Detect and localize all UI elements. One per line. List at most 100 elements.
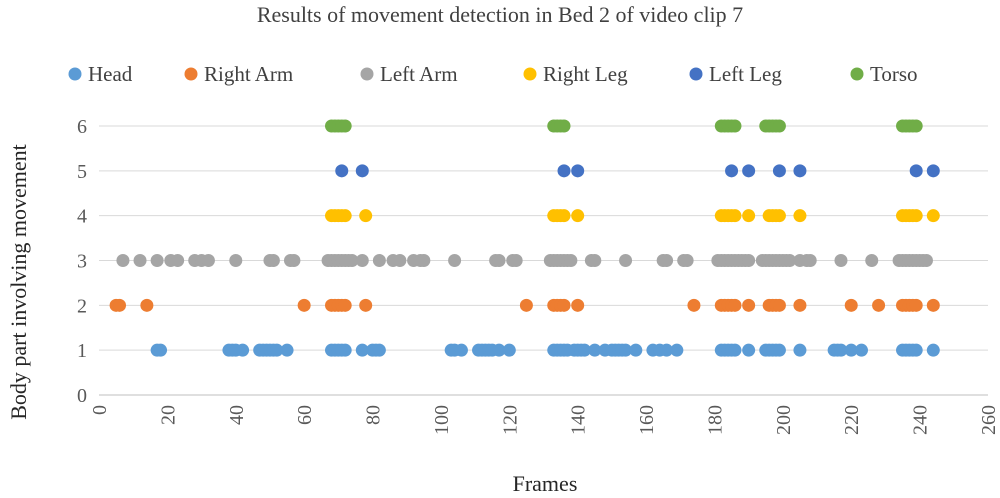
data-point [865,254,879,267]
data-point [742,343,756,357]
x-tick-label: 160 [636,405,658,435]
y-tick-label: 3 [77,251,87,273]
data-point [355,343,369,357]
legend-label: Left Leg [709,62,782,86]
data-point [571,298,585,312]
legend-label: Left Arm [380,62,458,86]
data-point [140,298,154,312]
data-point [509,254,523,267]
data-point [236,343,250,357]
data-point [454,343,468,357]
x-tick-label: 120 [499,405,521,435]
legend-item: Torso [850,62,918,86]
data-point [629,343,643,357]
data-point [687,298,701,312]
data-point [492,254,506,267]
data-point [844,298,858,312]
series-right-arm [109,298,940,312]
y-tick-label: 2 [77,295,87,317]
y-axis-label: Body part involving movement [6,144,31,420]
data-point [926,298,940,312]
series-left-arm [116,254,933,267]
data-point [338,119,352,133]
data-point [335,164,349,178]
data-point [619,254,633,267]
data-point [728,343,742,357]
legend-item: Head [68,62,133,86]
x-tick-label: 240 [910,405,932,435]
data-point [793,298,807,312]
data-point [519,298,533,312]
data-point [133,254,147,267]
legend-item: Left Leg [689,62,782,86]
data-point [588,343,602,357]
data-point [772,298,786,312]
y-tick-label: 6 [77,116,87,138]
data-point [772,209,786,223]
legend-marker [523,67,537,81]
data-point [116,254,130,267]
data-point [417,254,431,267]
legend-marker [184,67,198,81]
data-point [872,298,886,312]
data-point [557,119,571,133]
data-point [345,254,359,267]
data-point [557,298,571,312]
data-point [728,119,742,133]
data-point [372,343,386,357]
legend-label: Torso [870,62,918,86]
data-point [372,254,386,267]
data-point [229,254,243,267]
data-point [728,298,742,312]
data-point [909,298,923,312]
data-point [297,298,311,312]
data-point [926,164,940,178]
data-point [742,209,756,223]
legend-item: Left Arm [360,62,458,86]
x-tick-label: 20 [157,405,179,425]
data-point [909,119,923,133]
y-axis-ticks: 0 1 2 3 4 5 6 [77,116,87,407]
data-point [670,343,684,357]
data-point [448,254,462,267]
data-point [725,164,739,178]
data-point [660,254,674,267]
data-point [772,343,786,357]
data-point [564,254,578,267]
data-point [793,164,807,178]
x-axis-label: Frames [513,471,578,496]
data-point [359,209,373,223]
data-point [393,254,407,267]
data-point [270,343,284,357]
data-point [909,343,923,357]
data-point [728,209,742,223]
data-point [783,254,797,267]
data-point [557,164,571,178]
data-point [502,343,516,357]
data-point [619,343,633,357]
series-torso [325,119,923,133]
data-point [280,343,294,357]
x-tick-label: 100 [431,405,453,435]
x-tick-label: 180 [704,405,726,435]
x-tick-label: 140 [568,405,590,435]
data-point [909,209,923,223]
data-point [834,254,848,267]
data-point [660,343,674,357]
data-point [359,298,373,312]
data-point [338,298,352,312]
data-points [109,119,940,357]
series-right-leg [325,209,940,223]
y-tick-label: 4 [77,206,87,228]
legend-item: Right Leg [523,62,628,86]
y-tick-label: 5 [77,161,87,183]
x-tick-label: 220 [841,405,863,435]
legend-label: Right Arm [204,62,293,86]
data-point [793,343,807,357]
legend-label: Head [88,62,133,86]
data-point [571,164,585,178]
data-point [772,164,786,178]
data-point [355,254,369,267]
x-tick-label: 60 [294,405,316,425]
